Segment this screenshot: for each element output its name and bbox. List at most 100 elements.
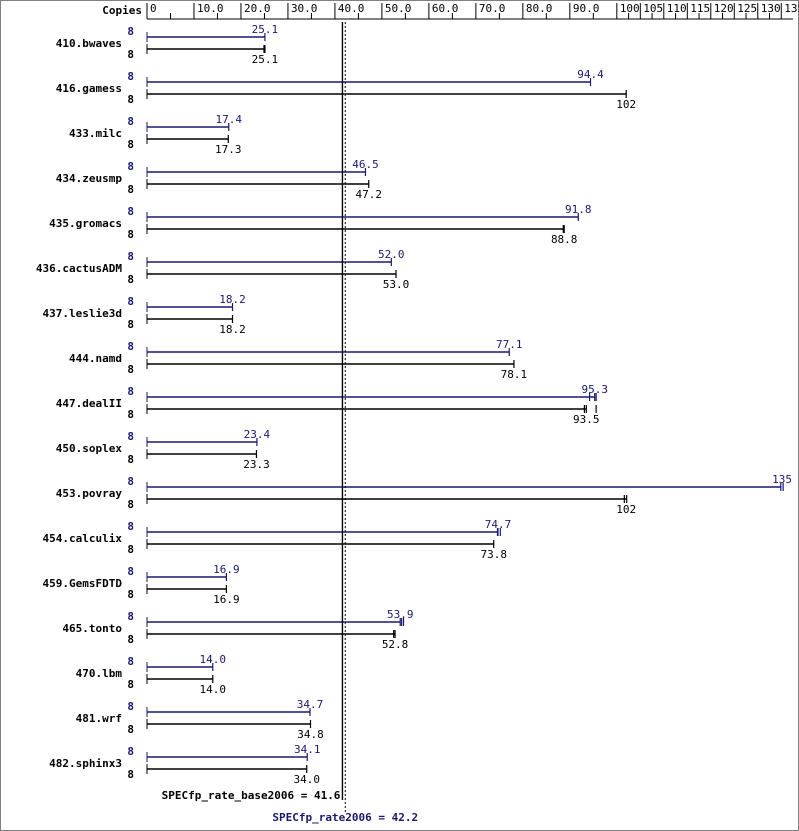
base-copies: 8 (127, 768, 134, 781)
benchmark-name: 444.namd (69, 352, 122, 365)
benchmark-name: 436.cactusADM (36, 262, 122, 275)
base-copies: 8 (127, 183, 134, 196)
base-copies: 8 (127, 48, 134, 61)
peak-copies: 8 (127, 655, 134, 668)
peak-copies: 8 (127, 250, 134, 263)
benchmark-row: 450.soplex 8 23.4 8 23.3 (56, 428, 271, 471)
x-tick-label: 90.0 (573, 2, 600, 15)
peak-copies: 8 (127, 565, 134, 578)
benchmark-name: 434.zeusmp (56, 172, 123, 185)
peak-copies: 8 (127, 70, 134, 83)
benchmark-name: 465.tonto (62, 622, 122, 635)
peak-value-label: 14.0 (200, 653, 227, 666)
x-tick-label: 40.0 (338, 2, 365, 15)
x-tick-label: 80.0 (526, 2, 553, 15)
base-copies: 8 (127, 633, 134, 646)
peak-copies: 8 (127, 340, 134, 353)
benchmark-name: 453.povray (56, 487, 123, 500)
base-value-label: 25.1 (252, 53, 279, 66)
base-value-label: 93.5 (573, 413, 600, 426)
base-value-label: 102 (616, 98, 636, 111)
peak-copies: 8 (127, 160, 134, 173)
benchmark-row: 436.cactusADM 8 52.0 8 53.0 (36, 248, 409, 291)
x-tick-label: 70.0 (479, 2, 506, 15)
peak-value-label: 16.9 (213, 563, 240, 576)
peak-summary-label: SPECfp_rate2006 = 42.2 (272, 811, 418, 824)
x-tick-label: 110 (667, 2, 687, 15)
peak-copies: 8 (127, 610, 134, 623)
benchmark-row: 447.dealII 8 95.3 8 93.5 (56, 383, 608, 426)
x-tick-label: 135 (784, 2, 799, 15)
x-tick-label: 0 (150, 2, 157, 15)
benchmark-name: 454.calculix (43, 532, 123, 545)
base-value-label: 17.3 (215, 143, 242, 156)
benchmark-name: 435.gromacs (49, 217, 122, 230)
reference-lines: SPECfp_rate_base2006 = 41.6 SPECfp_rate20… (162, 22, 418, 824)
peak-value-label: 34.1 (294, 743, 321, 756)
peak-value-label: 34.7 (297, 698, 324, 711)
base-value-label: 23.3 (243, 458, 270, 471)
peak-value-label: 74.7 (485, 518, 512, 531)
base-copies: 8 (127, 588, 134, 601)
peak-copies: 8 (127, 115, 134, 128)
benchmark-row: 459.GemsFDTD 8 16.9 8 16.9 (43, 563, 240, 606)
benchmark-name: 450.soplex (56, 442, 123, 455)
base-value-label: 18.2 (219, 323, 246, 336)
benchmark-row: 481.wrf 8 34.7 8 34.8 (76, 698, 324, 741)
peak-copies: 8 (127, 385, 134, 398)
benchmark-row: 416.gamess 8 94.4 8 102 (56, 68, 636, 111)
peak-value-label: 135 (772, 473, 792, 486)
base-summary-label: SPECfp_rate_base2006 = 41.6 (162, 789, 341, 802)
peak-value-label: 53.9 (387, 608, 414, 621)
benchmark-row: 444.namd 8 77.1 8 78.1 (69, 338, 527, 381)
peak-value-label: 46.5 (352, 158, 379, 171)
benchmark-row: 453.povray 8 135 8 102 (56, 473, 792, 516)
benchmark-name: 459.GemsFDTD (43, 577, 123, 590)
benchmark-name: 482.sphinx3 (49, 757, 122, 770)
benchmark-name: 433.milc (69, 127, 122, 140)
peak-copies: 8 (127, 520, 134, 533)
base-value-label: 34.8 (297, 728, 324, 741)
x-tick-label: 20.0 (244, 2, 270, 15)
benchmark-row: 410.bwaves 8 25.1 8 25.1 (56, 23, 278, 66)
base-copies: 8 (127, 678, 134, 691)
peak-value-label: 25.1 (252, 23, 279, 36)
copies-axis-title: Copies (102, 4, 142, 17)
peak-copies: 8 (127, 205, 134, 218)
base-copies: 8 (127, 723, 134, 736)
base-copies: 8 (127, 93, 134, 106)
base-value-label: 88.8 (551, 233, 578, 246)
peak-value-label: 52.0 (378, 248, 405, 261)
peak-copies: 8 (127, 295, 134, 308)
base-value-label: 14.0 (200, 683, 227, 696)
peak-value-label: 77.1 (496, 338, 523, 351)
peak-copies: 8 (127, 745, 134, 758)
base-copies: 8 (127, 408, 134, 421)
peak-value-label: 91.8 (565, 203, 592, 216)
base-copies: 8 (127, 138, 134, 151)
base-value-label: 78.1 (501, 368, 528, 381)
peak-value-label: 17.4 (215, 113, 242, 126)
base-value-label: 52.8 (382, 638, 409, 651)
x-tick-label: 105 (643, 2, 663, 15)
benchmark-row: 470.lbm 8 14.0 8 14.0 (76, 653, 226, 696)
peak-copies: 8 (127, 475, 134, 488)
base-value-label: 73.8 (480, 548, 507, 561)
base-copies: 8 (127, 273, 134, 286)
x-tick-label: 115 (690, 2, 710, 15)
base-copies: 8 (127, 543, 134, 556)
benchmark-row: 435.gromacs 8 91.8 8 88.8 (49, 203, 591, 246)
peak-value-label: 94.4 (577, 68, 604, 81)
base-copies: 8 (127, 453, 134, 466)
benchmark-row: 437.leslie3d 8 18.2 8 18.2 (43, 293, 246, 336)
base-value-label: 53.0 (383, 278, 410, 291)
x-axis: 0 10.0 20.0 30.0 40.0 50.0 60.0 70.0 80.0 90.0 100… (146, 2, 799, 20)
benchmark-name: 470.lbm (76, 667, 123, 680)
benchmark-row: 434.zeusmp 8 46.5 8 47.2 (56, 158, 382, 201)
benchmark-row: 433.milc 8 17.4 8 17.3 (69, 113, 242, 156)
peak-copies: 8 (127, 700, 134, 713)
base-copies: 8 (127, 318, 134, 331)
base-value-label: 47.2 (356, 188, 383, 201)
